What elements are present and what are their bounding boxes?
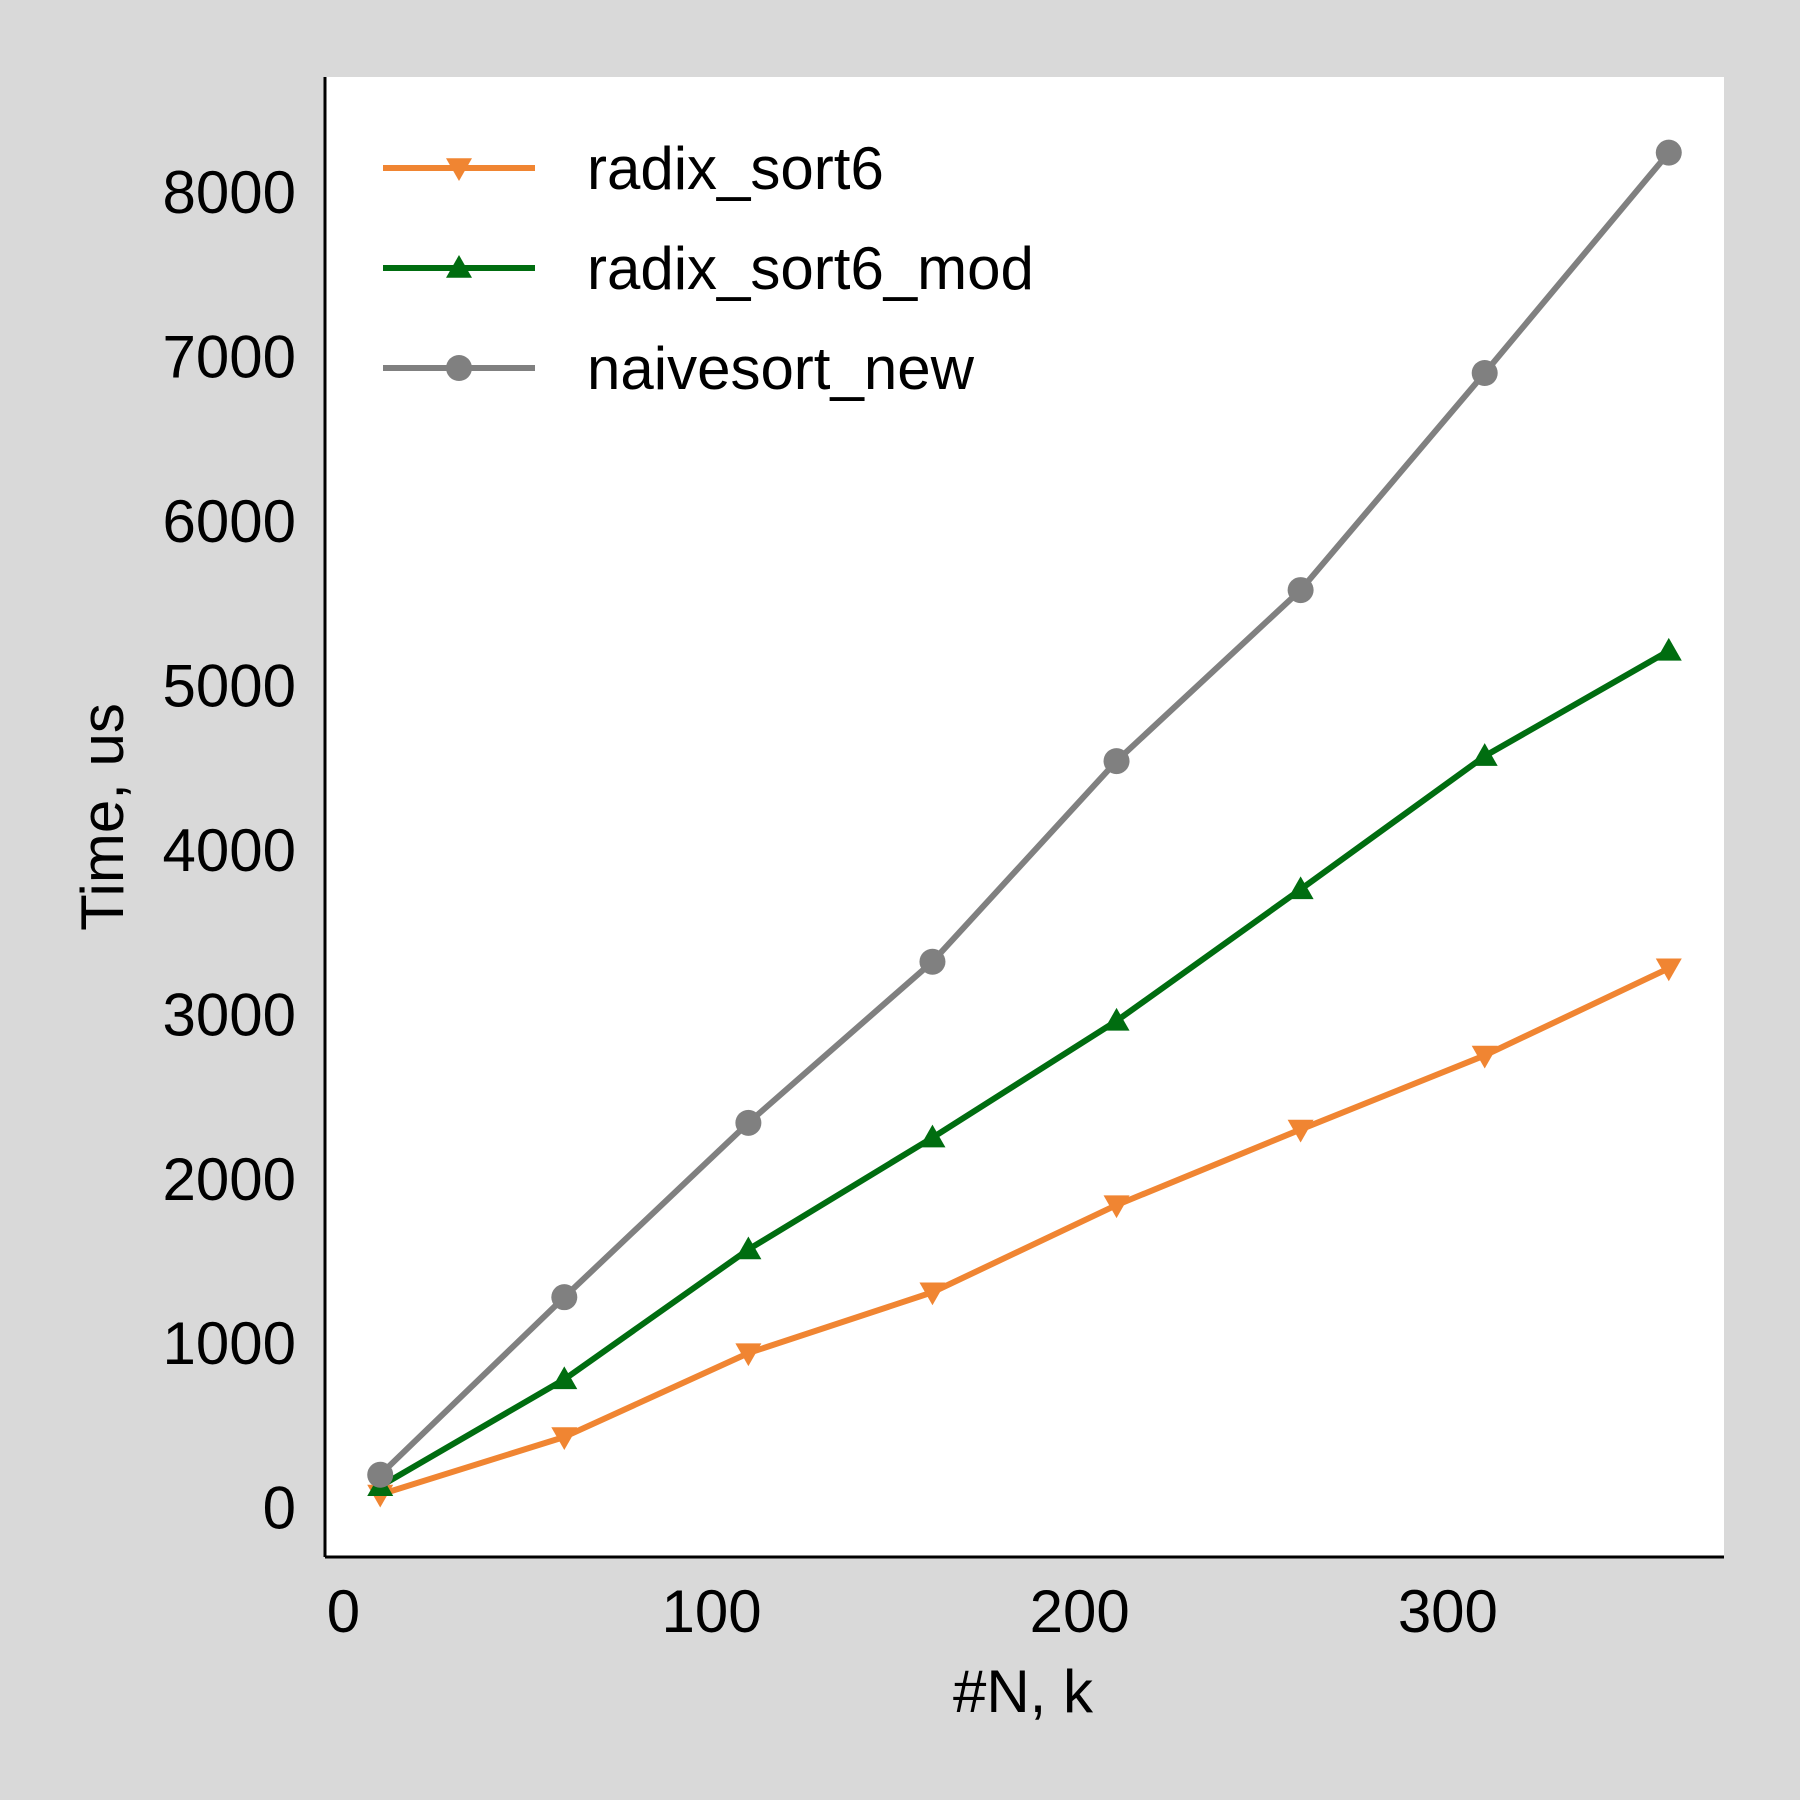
data-point [367, 1461, 394, 1488]
series-naivesort_new [367, 139, 1682, 1488]
y-tick-label: 3000 [163, 981, 296, 1048]
legend-item: radix_sort6 [383, 135, 884, 202]
data-point [919, 1124, 946, 1148]
data-point [551, 1427, 578, 1450]
legend-marker [446, 355, 472, 381]
data-point [1103, 1195, 1130, 1219]
data-point [1471, 360, 1498, 386]
data-point [1103, 1007, 1130, 1031]
data-point [735, 1236, 762, 1260]
data-point [735, 1109, 762, 1136]
data-point [919, 1282, 946, 1306]
legend-marker [446, 255, 472, 278]
data-point [735, 1343, 762, 1367]
data-point [1103, 748, 1130, 775]
y-tick-label: 5000 [163, 652, 296, 719]
data-point [551, 1284, 578, 1311]
y-axis-label: Time, us [69, 703, 136, 931]
data-point [1471, 1045, 1498, 1069]
y-tick-label: 1000 [163, 1310, 296, 1377]
data-point [1287, 1119, 1314, 1143]
y-tick-label: 7000 [163, 324, 296, 391]
plot-area [325, 77, 1724, 1557]
legend-item: naivesort_new [383, 335, 975, 402]
tick-layer: 0 100 200 300010002000300040005000600070008… [163, 159, 1498, 1645]
series-layer [367, 139, 1682, 1508]
series-line [378, 150, 1672, 1477]
series-radix_sort6_mod [367, 637, 1682, 1497]
legend-label: radix_sort6 [587, 135, 884, 202]
x-tick-label: 100 [662, 1578, 762, 1645]
series-line [379, 965, 1671, 1498]
data-point [551, 1366, 578, 1390]
legend: radix_sort6 radix_sort6_mod naivesort_new [383, 135, 1034, 402]
data-point [1287, 577, 1314, 604]
data-point [919, 948, 946, 975]
y-tick-label: 2000 [163, 1146, 296, 1213]
data-point [1655, 958, 1682, 982]
y-tick-label: 8000 [163, 159, 296, 226]
legend-label: naivesort_new [587, 335, 975, 402]
data-point [1471, 743, 1498, 766]
legend-item: radix_sort6_mod [383, 235, 1034, 302]
x-tick-label: 200 [1030, 1578, 1130, 1645]
data-point [1655, 637, 1682, 661]
y-tick-label: 6000 [163, 488, 296, 555]
x-tick-label: 0 [327, 1578, 360, 1645]
data-point [1287, 876, 1314, 900]
legend-label: radix_sort6_mod [587, 235, 1034, 302]
legend-marker [446, 158, 472, 181]
x-tick-label: 300 [1398, 1578, 1498, 1645]
series-line [378, 648, 1671, 1489]
x-axis-label: #N, k [953, 1658, 1094, 1725]
y-tick-label: 4000 [163, 817, 296, 884]
data-point [1655, 139, 1682, 166]
y-tick-label: 0 [263, 1475, 296, 1542]
